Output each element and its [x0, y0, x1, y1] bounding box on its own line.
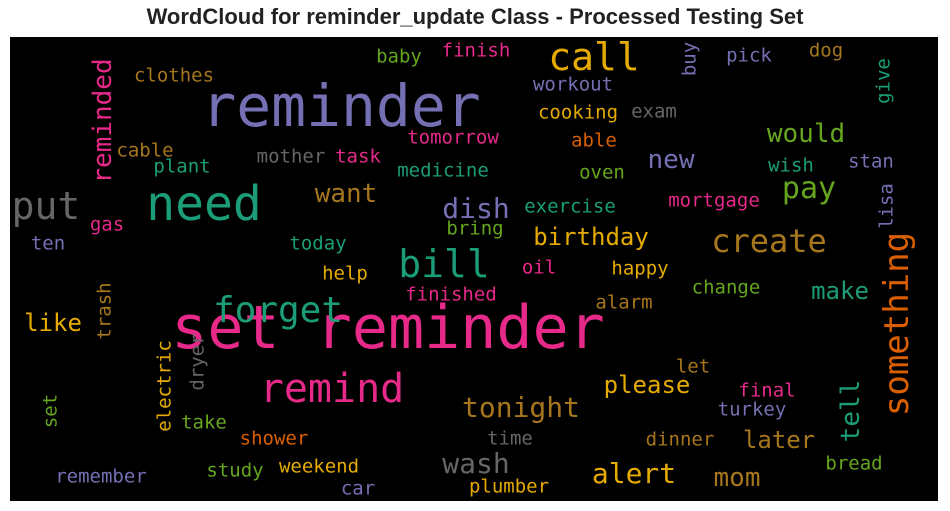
word-buy: buy	[678, 41, 701, 77]
word-alarm: alarm	[595, 291, 653, 314]
word-new: new	[647, 145, 695, 175]
word-cable: cable	[116, 139, 174, 162]
word-dinner: dinner	[645, 428, 715, 451]
word-workout: workout	[532, 73, 614, 96]
word-stan: stan	[848, 150, 894, 173]
chart-title: WordCloud for reminder_update Class - Pr…	[146, 4, 804, 29]
word-dish: dish	[442, 192, 510, 225]
word-reminder: reminder	[201, 72, 481, 140]
word-please: please	[603, 371, 691, 399]
word-tonight: tonight	[461, 391, 581, 424]
word-would: would	[766, 119, 846, 149]
word-lisa: lisa	[875, 183, 898, 229]
word-baby: baby	[376, 45, 422, 68]
word-task: task	[335, 145, 381, 168]
word-gas: gas	[89, 213, 125, 236]
word-help: help	[322, 262, 368, 285]
word-want: want	[314, 179, 378, 209]
word-mortgage: mortgage	[668, 189, 760, 212]
word-alert: alert	[591, 457, 677, 490]
word-electric: electric	[153, 340, 176, 432]
word-shower: shower	[239, 427, 309, 450]
word-remember: remember	[55, 465, 147, 488]
word-happy: happy	[611, 257, 669, 280]
word-put: put	[11, 184, 81, 228]
word-tomorrow: tomorrow	[407, 126, 499, 149]
word-set: set	[39, 393, 62, 429]
word-medicine: medicine	[397, 159, 489, 182]
word-oven: oven	[579, 161, 625, 184]
word-like: like	[24, 309, 82, 337]
word-pay: pay	[781, 171, 837, 206]
word-make: make	[811, 277, 869, 305]
word-later: later	[742, 426, 816, 454]
word-clothes: clothes	[133, 64, 215, 87]
word-ten: ten	[30, 232, 66, 255]
word-car: car	[340, 477, 376, 500]
word-finish: finish	[441, 39, 511, 62]
word-birthday: birthday	[533, 223, 649, 251]
word-trash: trash	[93, 282, 116, 340]
word-oil: oil	[521, 256, 557, 279]
word-turkey: turkey	[717, 398, 787, 421]
word-cooking: cooking	[537, 101, 619, 124]
word-need: need	[146, 176, 262, 232]
word-tell: tell	[836, 379, 866, 443]
word-plumber: plumber	[468, 475, 550, 498]
word-forget: forget	[212, 290, 344, 331]
word-dog: dog	[808, 39, 844, 62]
word-create: create	[711, 222, 827, 260]
word-plant: plant	[153, 155, 211, 178]
word-today: today	[289, 232, 347, 255]
word-reminded: reminded	[88, 58, 118, 184]
word-call: call	[548, 37, 640, 79]
word-take: take	[181, 411, 227, 434]
word-let: let	[675, 355, 711, 378]
word-change: change	[691, 276, 761, 299]
word-mother: mother	[256, 145, 326, 168]
word-set-reminder: set reminder	[171, 293, 605, 363]
word-study: study	[206, 459, 264, 482]
word-mom: mom	[713, 463, 761, 493]
word-something: something	[877, 231, 917, 417]
word-wash: wash	[442, 447, 510, 480]
word-give: give	[872, 58, 895, 104]
word-remind: remind	[259, 366, 405, 412]
word-dryer: dryer	[186, 333, 209, 391]
word-able: able	[571, 129, 617, 152]
word-finished: finished	[405, 283, 497, 306]
word-final: final	[738, 379, 796, 402]
word-bring: bring	[446, 217, 504, 240]
word-time: time	[487, 427, 533, 450]
word-pick: pick	[726, 44, 772, 67]
word-wish: wish	[768, 154, 814, 177]
word-bread: bread	[825, 452, 883, 475]
word-bill: bill	[398, 242, 490, 286]
word-exercise: exercise	[524, 195, 616, 218]
word-exam: exam	[631, 100, 677, 123]
wordcloud-canvas: set reminder reminder need remind call someth…	[10, 37, 938, 501]
word-weekend: weekend	[278, 455, 360, 478]
